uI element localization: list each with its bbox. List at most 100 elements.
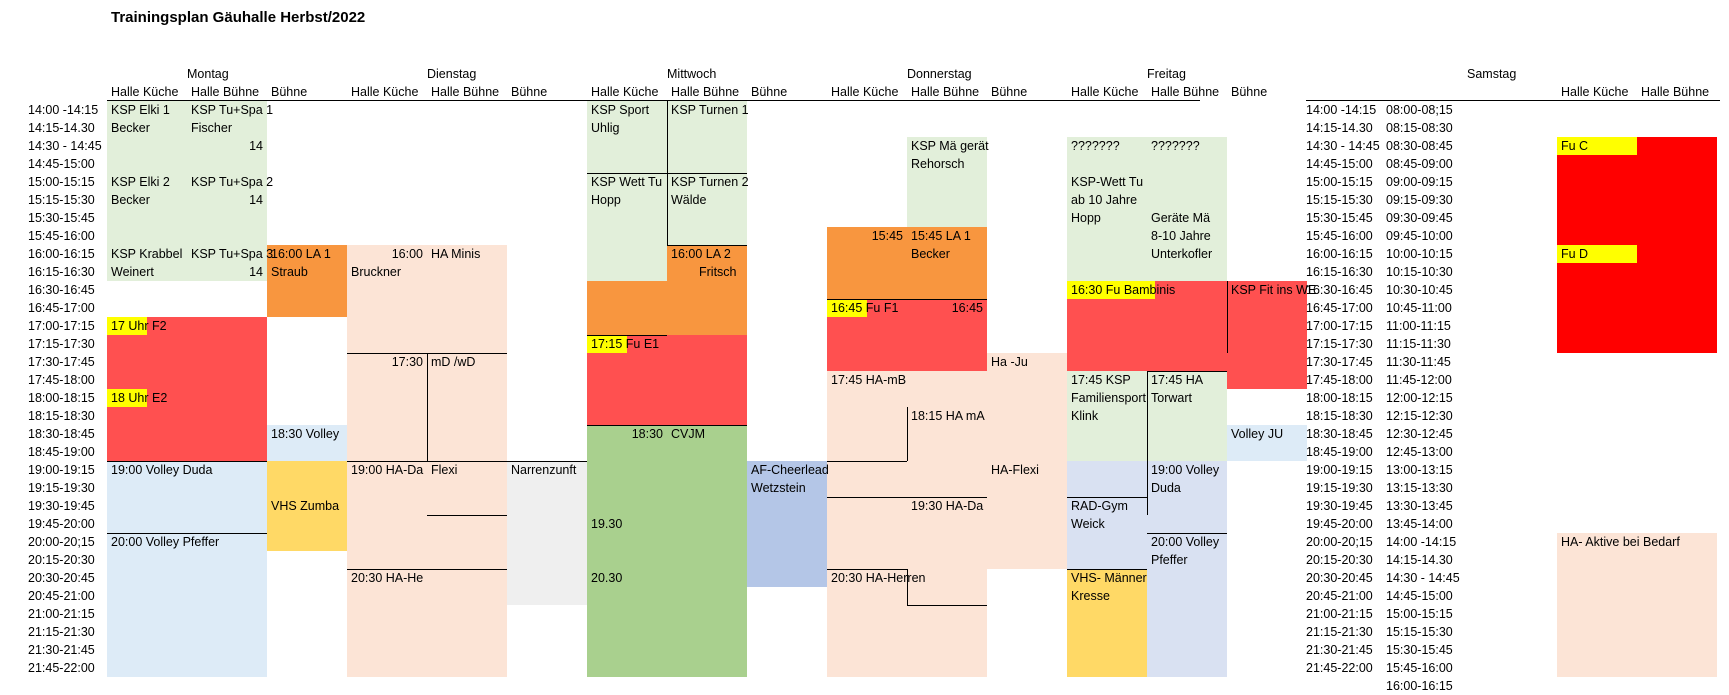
schedule-block	[827, 227, 907, 299]
saturday-time-slot: 08:45-09:00	[1386, 157, 1453, 171]
time-slot: 16:45-17:00	[28, 301, 95, 315]
schedule-block	[667, 245, 747, 281]
cell-rule	[347, 461, 507, 462]
day-header: Mittwoch	[667, 67, 717, 81]
schedule-label: Wetzstein	[751, 481, 806, 495]
schedule-label: 20:00 Volley	[1151, 535, 1220, 549]
time-slot: 15:15-15:30	[1306, 193, 1373, 207]
schedule-label: Narrenzunft	[511, 463, 577, 477]
time-slot: 17:00-17:15	[1306, 319, 1373, 333]
time-slot: 14:15-14.30	[1306, 121, 1373, 135]
saturday-time-slot: 08:00-08;15	[1386, 103, 1453, 117]
schedule-label: 14	[249, 193, 263, 207]
schedule-label: Rehorsch	[911, 157, 965, 171]
time-slot: 18:00-18:15	[1306, 391, 1373, 405]
schedule-label: ab 10 Jahre	[1071, 193, 1138, 207]
cell-rule	[907, 407, 908, 461]
schedule-label: KSP Krabbel	[111, 247, 183, 261]
schedule-block	[1147, 137, 1227, 281]
schedule-label: KSP Wett Tu	[591, 175, 663, 189]
cell-rule	[427, 353, 428, 461]
schedule-label: KSP Turnen 1	[671, 103, 749, 117]
schedule-label: 19:00 HA-Da	[351, 463, 424, 477]
cell-rule	[827, 569, 907, 570]
time-slot: 14:45-15:00	[1306, 157, 1373, 171]
column-header: Halle Bühne	[191, 85, 260, 99]
column-header: Bühne	[511, 85, 548, 99]
cell-rule	[907, 605, 987, 606]
schedule-label: 14	[249, 139, 263, 153]
time-slot: 18:30-18:45	[28, 427, 95, 441]
column-header: Halle Bühne	[671, 85, 740, 99]
cell-rule	[827, 461, 907, 462]
schedule-label: Duda	[1151, 481, 1181, 495]
day-header: Samstag	[1467, 67, 1517, 81]
schedule-label: 16:00 LA 1	[271, 247, 331, 261]
schedule-block	[907, 137, 987, 227]
time-slot: 17:45-18:00	[28, 373, 95, 387]
schedule-label: 20:30 HA-He	[351, 571, 424, 585]
time-slot: 21:45-22:00	[1306, 661, 1373, 675]
schedule-label: 8-10 Jahre	[1151, 229, 1211, 243]
schedule-label: 18 Uhr E2	[111, 391, 168, 405]
schedule-label: KSP Elki 2	[111, 175, 170, 189]
time-slot: 15:30-15:45	[28, 211, 95, 225]
schedule-label: AF-Cheerlead	[751, 463, 829, 477]
cell-rule	[107, 461, 267, 462]
schedule-block	[587, 425, 667, 677]
time-slot: 15:30-15:45	[1306, 211, 1373, 225]
schedule-label: KSP Turnen 2	[671, 175, 749, 189]
schedule-label: 18:30	[631, 427, 663, 441]
cell-rule	[427, 353, 507, 354]
time-slot: 17:15-17:30	[1306, 337, 1373, 351]
schedule-label: 17:30	[391, 355, 423, 369]
schedule-label: 20.30	[591, 571, 623, 585]
time-slot: 21:30-21:45	[1306, 643, 1373, 657]
time-slot: 14:30 - 14:45	[1306, 139, 1380, 153]
saturday-time-slot: 09:15-09:30	[1386, 193, 1453, 207]
saturday-time-slot: 13:15-13:30	[1386, 481, 1453, 495]
saturday-time-slot: 09:30-09:45	[1386, 211, 1453, 225]
cell-rule	[667, 173, 747, 174]
saturday-time-slot: 08:15-08:30	[1386, 121, 1453, 135]
schedule-label: 19:30 HA-Da	[911, 499, 984, 513]
time-slot: 17:30-17:45	[28, 355, 95, 369]
column-header: Halle Küche	[591, 85, 659, 99]
time-slot: 21:15-21:30	[28, 625, 95, 639]
schedule-label: 17:45 KSP	[1071, 373, 1131, 387]
schedule-label: Volley JU	[1231, 427, 1284, 441]
schedule-label: 16:00 LA 2	[671, 247, 731, 261]
day-header: Freitag	[1147, 67, 1186, 81]
schedule-label: Becker	[911, 247, 950, 261]
schedule-block	[267, 461, 347, 551]
schedule-label: KSP Mä gerät	[911, 139, 989, 153]
time-slot: 16:30-16:45	[28, 283, 95, 297]
schedule-label: Fischer	[191, 121, 232, 135]
schedule-block	[107, 389, 147, 407]
time-slot: 21:15-21:30	[1306, 625, 1373, 639]
schedule-label: Kresse	[1071, 589, 1110, 603]
saturday-time-slot: 10:45-11:00	[1386, 301, 1452, 315]
schedule-label: Klink	[1071, 409, 1099, 423]
column-header: Halle Küche	[351, 85, 419, 99]
time-slot: 18:15-18:30	[1306, 409, 1373, 423]
schedule-block	[1147, 371, 1227, 461]
schedule-label: Geräte Mä	[1151, 211, 1211, 225]
saturday-time-slot: 14:30 - 14:45	[1386, 571, 1460, 585]
time-slot: 19:45-20:00	[1306, 517, 1373, 531]
schedule-block	[187, 101, 267, 281]
column-header: Bühne	[751, 85, 788, 99]
time-slot: 18:00-18:15	[28, 391, 95, 405]
day-header: Donnerstag	[907, 67, 972, 81]
cell-rule	[1067, 569, 1147, 570]
time-slot: 21:00-21:15	[1306, 607, 1373, 621]
time-slot: 14:15-14.30	[28, 121, 95, 135]
saturday-time-slot: 11:45-12:00	[1386, 373, 1452, 387]
schedule-label: 15:45	[871, 229, 903, 243]
schedule-block	[587, 101, 667, 281]
cell-rule	[1147, 371, 1148, 461]
schedule-label: 20:30 HA-Herren	[831, 571, 926, 585]
schedule-label: 17:45 HA-mB	[831, 373, 907, 387]
saturday-time-slot: 15:30-15:45	[1386, 643, 1453, 657]
schedule-block	[1067, 137, 1147, 281]
